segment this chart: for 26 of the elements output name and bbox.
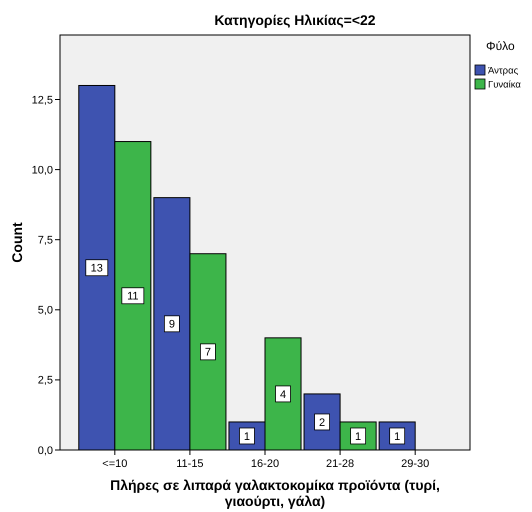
data-label: 2: [319, 416, 326, 429]
data-label: 11: [127, 290, 139, 303]
data-label: 1: [244, 430, 250, 443]
data-label: 13: [90, 262, 103, 275]
y-axis-title: Count: [9, 222, 25, 263]
legend-label: Γυναίκα: [488, 79, 522, 90]
data-label: 7: [204, 346, 211, 359]
x-tick-label: <=10: [102, 458, 128, 470]
x-tick-label: 29-30: [401, 458, 430, 470]
data-label: 9: [168, 318, 175, 331]
x-tick-label: 16-20: [250, 458, 280, 470]
y-tick-label: 12,5: [32, 94, 53, 106]
x-tick-label: 11-15: [176, 458, 204, 470]
data-label: 1: [355, 430, 362, 443]
y-tick-label: 10,0: [32, 164, 53, 176]
legend-label: Άντρας: [488, 65, 519, 76]
chart-title: Κατηγορίες Ηλικίας=<22: [214, 12, 376, 28]
y-tick-label: 5,0: [38, 304, 53, 317]
data-label: 4: [280, 388, 286, 401]
data-label: 1: [394, 430, 400, 443]
y-tick-label: 0,0: [38, 444, 53, 457]
y-tick-label: 7,5: [38, 234, 53, 247]
x-axis-title: Πλήρες σε λιπαρά γαλακτοκομίκα προϊόντα (τυρί, γιαούρτι, γάλα): [110, 477, 440, 509]
y-tick-label: 2,5: [38, 374, 53, 387]
x-tick-label: 21-28: [326, 458, 354, 470]
legend-title: Φύλο: [486, 39, 515, 53]
